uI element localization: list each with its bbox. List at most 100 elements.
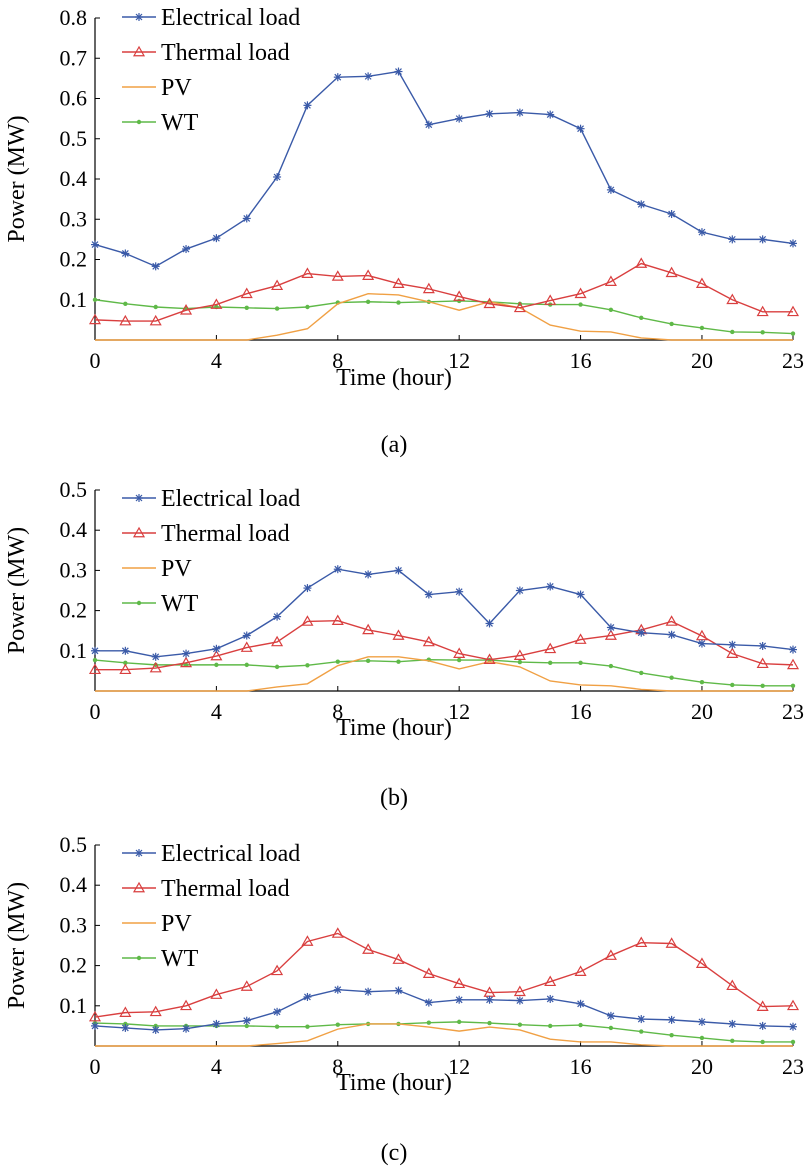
legend: Electrical load Thermal load PV WT [122,486,300,617]
x-axis-label: Time (hour) [336,365,452,391]
legend-item: Thermal load [122,521,290,547]
data-point [303,584,312,593]
data-point [789,1022,797,1031]
y-axis-label: Power (MW) [4,882,30,1009]
data-point [608,663,614,669]
legend-item: WT [122,946,199,972]
data-point [790,1039,796,1045]
data-point [667,210,676,219]
data-point [333,73,342,82]
x-tick-label: 0 [90,699,101,724]
data-point [790,331,796,336]
data-point [392,277,405,288]
series-line [94,932,794,1018]
series-line [94,989,794,1031]
data-point [210,649,223,661]
x-tick-label: 12 [448,699,470,724]
data-point [424,120,433,129]
data-point [91,240,99,249]
legend-marker [135,13,143,21]
data-point [604,949,617,960]
x-tick-label: 12 [448,348,470,373]
legend: Electrical load Thermal load PV WT [122,5,300,136]
x-tick-label: 20 [691,348,713,373]
data-point [699,1035,705,1041]
data-point [333,565,342,574]
data-point [301,267,314,278]
x-tick-label: 4 [211,1054,222,1079]
data-point [119,663,132,675]
data-point [271,964,284,976]
chart-panel: 0.1 0.2 0.3 0.4 0.5 0.6 0.7 0.8 0 4 8 12 16 20 23 Time … [4,5,804,458]
data-point [608,1025,614,1031]
data-point [422,282,435,294]
legend-item: PV [122,75,192,101]
x-tick-label: 23 [782,348,804,373]
data-point [695,957,708,968]
data-point [548,660,553,666]
x-tick-label: 20 [691,1054,713,1079]
y-tick-label: 0.1 [60,287,88,312]
legend-item: Electrical load [122,5,300,31]
legend-label: WT [161,591,199,617]
data-point [333,985,342,994]
series-electrical-load [91,565,797,661]
series-line [94,1021,793,1043]
x-tick-label: 0 [90,1054,101,1079]
data-point [515,996,524,1005]
data-point [544,294,557,305]
data-point [240,641,253,652]
series-wt [92,297,796,336]
legend-label: Thermal load [161,40,290,66]
data-point [422,635,435,647]
data-point [153,304,158,310]
data-point [513,301,526,313]
data-point [790,683,796,688]
data-point [730,682,735,688]
data-point [274,1024,280,1029]
data-point [123,660,128,666]
data-point [485,109,494,118]
x-tick-label: 16 [570,699,592,724]
data-point [513,649,526,660]
x-tick-label: 23 [782,699,804,724]
series-wt [92,657,796,688]
y-tick-label: 0.2 [60,598,88,623]
data-point [456,1019,462,1025]
panel-caption: (a) [381,432,408,458]
data-point [331,927,344,938]
series-thermal-load [88,614,800,675]
data-point [91,646,99,655]
data-point [92,657,98,663]
data-point [424,998,433,1007]
data-point [242,1016,251,1025]
data-point [153,1023,158,1029]
data-point [604,629,617,640]
chart-panel: 0.1 0.2 0.3 0.4 0.5 0 4 8 12 16 20 23 Time (hour) Pow… [4,832,804,1166]
data-point [240,287,253,299]
data-point [667,1015,676,1024]
x-tick-label: 20 [691,699,713,724]
data-point [362,623,375,635]
data-point [453,977,466,989]
series-wt [92,1019,796,1045]
data-point [606,623,615,632]
data-point [574,287,587,299]
x-axis-label: Time (hour) [336,1070,452,1096]
data-point [639,315,644,321]
data-point [123,301,128,306]
data-point [455,587,464,596]
data-point [422,967,435,978]
legend-label: PV [161,75,192,101]
legend-item: Electrical load [122,841,300,867]
data-point [455,114,464,123]
data-point [485,619,494,628]
legend-marker [135,494,143,502]
data-point [786,305,800,317]
y-tick-label: 0.5 [60,832,88,857]
y-tick-label: 0.7 [60,45,88,70]
data-point [365,658,371,664]
y-tick-label: 0.1 [60,638,88,663]
data-point [728,640,737,649]
data-point [576,590,585,599]
